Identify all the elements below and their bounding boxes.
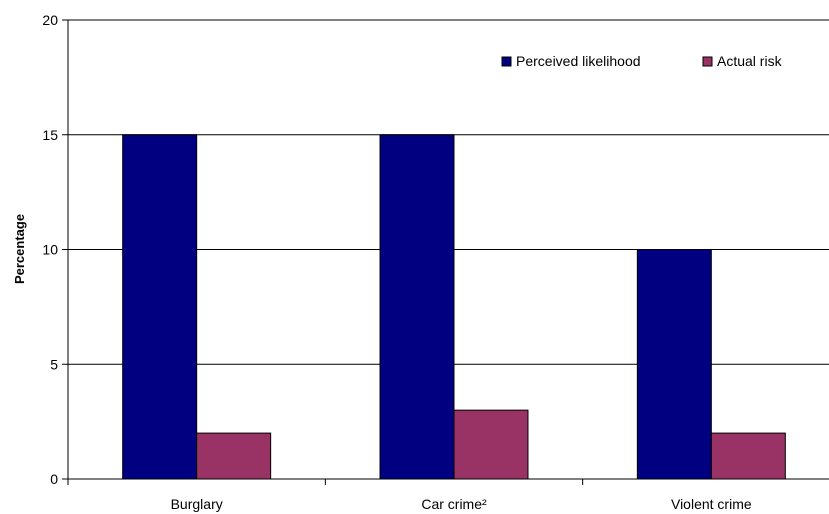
bar-perceived-likelihood xyxy=(379,134,455,480)
axes xyxy=(62,19,829,485)
legend: Perceived likelihood Actual risk xyxy=(501,53,783,69)
y-tick-label: 5 xyxy=(50,356,58,372)
bar-actual-risk xyxy=(453,409,529,480)
x-tick-label: Violent crime xyxy=(671,496,752,512)
legend-label: Actual risk xyxy=(717,53,783,69)
y-tick-label: 20 xyxy=(42,12,58,28)
y-axis-title: Percentage xyxy=(12,214,27,284)
bar-perceived-likelihood xyxy=(636,249,712,480)
bar-perceived-likelihood xyxy=(122,134,198,480)
bar-actual-risk xyxy=(710,432,786,480)
y-tick-label: 0 xyxy=(50,471,58,487)
bars xyxy=(122,134,786,480)
x-tick-label: Burglary xyxy=(171,496,223,512)
y-tick-label: 15 xyxy=(42,127,58,143)
x-tick-label: Car crime² xyxy=(421,496,487,512)
legend-swatch xyxy=(501,56,512,67)
bar-actual-risk xyxy=(196,432,272,480)
legend-label: Perceived likelihood xyxy=(516,53,641,69)
x-tick-labels: Burglary Car crime² Violent crime xyxy=(171,496,752,512)
y-tick-label: 10 xyxy=(42,242,58,258)
legend-swatch xyxy=(702,56,713,67)
y-tick-labels: 0 5 10 15 20 xyxy=(42,12,58,487)
